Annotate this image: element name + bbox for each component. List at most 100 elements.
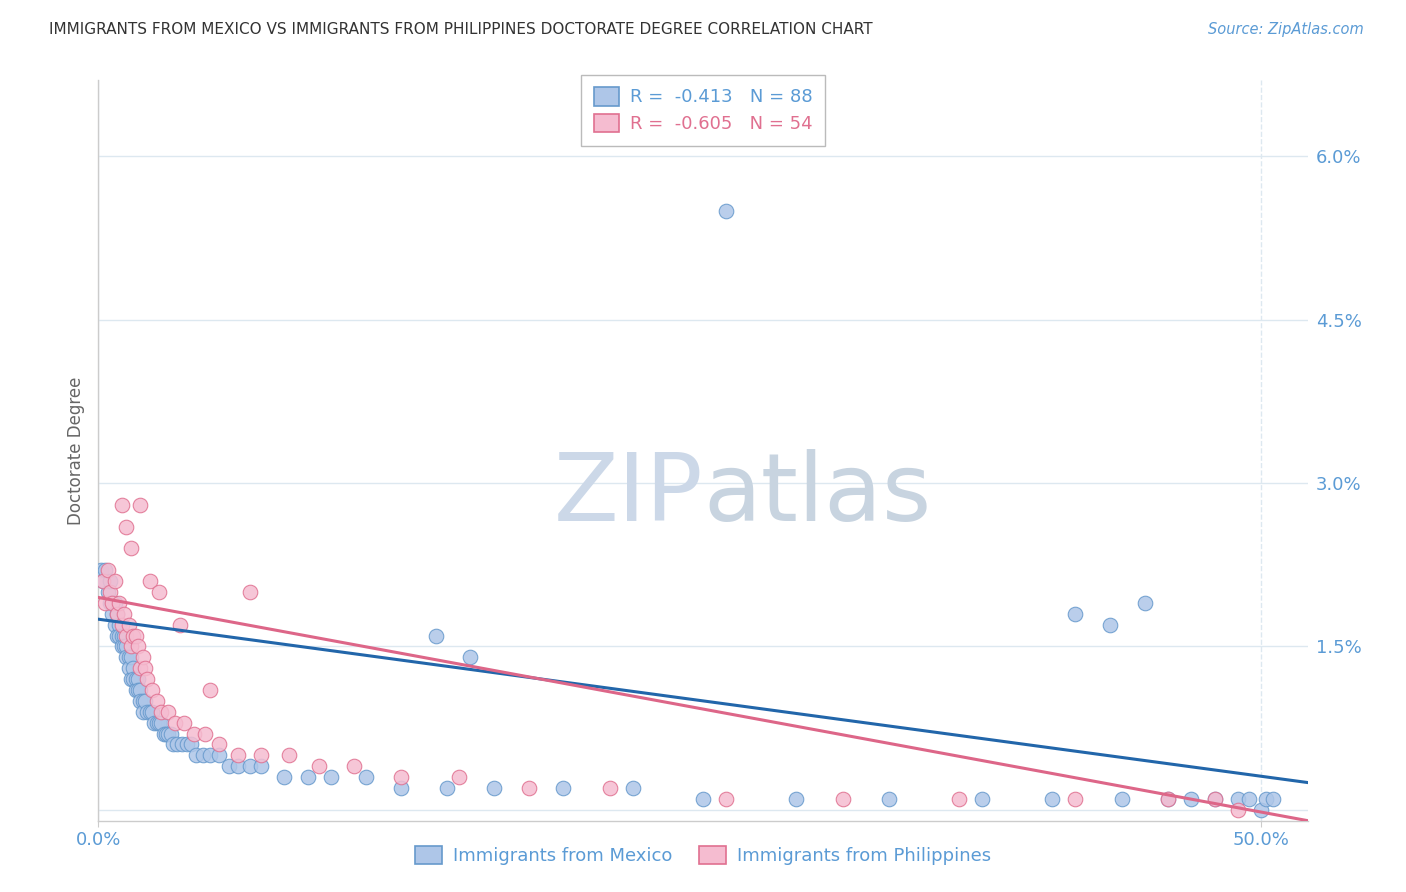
Point	[104, 596, 127, 610]
Point	[112, 628, 135, 642]
Point	[553, 780, 575, 795]
Point	[91, 574, 114, 588]
Point	[180, 738, 202, 752]
Point	[129, 661, 152, 675]
Legend: Immigrants from Mexico, Immigrants from Philippines: Immigrants from Mexico, Immigrants from …	[406, 837, 1000, 874]
Point	[184, 748, 207, 763]
Point	[97, 585, 120, 599]
Point	[115, 519, 138, 533]
Point	[120, 650, 142, 665]
Point	[1064, 792, 1087, 806]
Point	[1250, 803, 1272, 817]
Point	[460, 650, 482, 665]
Point	[1098, 617, 1121, 632]
Point	[208, 748, 231, 763]
Point	[111, 628, 134, 642]
Point	[104, 574, 127, 588]
Point	[138, 705, 160, 719]
Point	[1133, 596, 1156, 610]
Point	[148, 715, 170, 730]
Y-axis label: Doctorate Degree: Doctorate Degree	[66, 376, 84, 524]
Point	[517, 780, 540, 795]
Point	[1204, 792, 1226, 806]
Text: atlas: atlas	[703, 449, 931, 541]
Point	[1040, 792, 1063, 806]
Text: ZIP: ZIP	[554, 449, 703, 541]
Point	[97, 563, 120, 577]
Point	[105, 628, 128, 642]
Point	[118, 617, 141, 632]
Point	[621, 780, 644, 795]
Point	[152, 726, 174, 740]
Point	[141, 683, 163, 698]
Point	[239, 759, 262, 773]
Text: IMMIGRANTS FROM MEXICO VS IMMIGRANTS FROM PHILIPPINES DOCTORATE DEGREE CORRELATI: IMMIGRANTS FROM MEXICO VS IMMIGRANTS FRO…	[49, 22, 873, 37]
Point	[120, 541, 142, 556]
Point	[101, 596, 124, 610]
Point	[150, 705, 173, 719]
Point	[101, 596, 124, 610]
Point	[877, 792, 900, 806]
Point	[124, 628, 146, 642]
Point	[1157, 792, 1180, 806]
Point	[124, 683, 146, 698]
Point	[115, 628, 138, 642]
Point	[91, 574, 114, 588]
Point	[127, 640, 149, 654]
Point	[970, 792, 993, 806]
Point	[308, 759, 330, 773]
Point	[162, 738, 184, 752]
Point	[120, 640, 142, 654]
Point	[425, 628, 447, 642]
Point	[131, 650, 153, 665]
Point	[127, 683, 149, 698]
Point	[1226, 792, 1249, 806]
Text: Source: ZipAtlas.com: Source: ZipAtlas.com	[1208, 22, 1364, 37]
Point	[157, 726, 180, 740]
Point	[208, 738, 231, 752]
Point	[131, 694, 153, 708]
Point	[98, 585, 121, 599]
Point	[1239, 792, 1261, 806]
Point	[716, 792, 738, 806]
Point	[122, 661, 145, 675]
Point	[105, 607, 128, 621]
Point	[115, 650, 138, 665]
Point	[239, 585, 262, 599]
Point	[108, 596, 131, 610]
Point	[948, 792, 970, 806]
Point	[145, 694, 167, 708]
Point	[127, 672, 149, 686]
Point	[150, 715, 173, 730]
Point	[134, 661, 156, 675]
Point	[250, 759, 273, 773]
Point	[169, 617, 191, 632]
Point	[319, 770, 342, 784]
Point	[1180, 792, 1202, 806]
Point	[148, 585, 170, 599]
Point	[165, 715, 187, 730]
Point	[389, 780, 412, 795]
Point	[112, 640, 135, 654]
Point	[273, 770, 295, 784]
Point	[172, 738, 194, 752]
Point	[176, 738, 198, 752]
Point	[122, 672, 145, 686]
Point	[115, 640, 138, 654]
Point	[1261, 792, 1284, 806]
Point	[98, 596, 121, 610]
Point	[173, 715, 195, 730]
Point	[104, 617, 127, 632]
Point	[112, 607, 135, 621]
Point	[143, 715, 166, 730]
Point	[105, 607, 128, 621]
Point	[194, 726, 217, 740]
Point	[111, 617, 134, 632]
Point	[436, 780, 458, 795]
Point	[129, 694, 152, 708]
Point	[1157, 792, 1180, 806]
Point	[108, 617, 131, 632]
Point	[389, 770, 412, 784]
Point	[122, 628, 145, 642]
Point	[90, 563, 112, 577]
